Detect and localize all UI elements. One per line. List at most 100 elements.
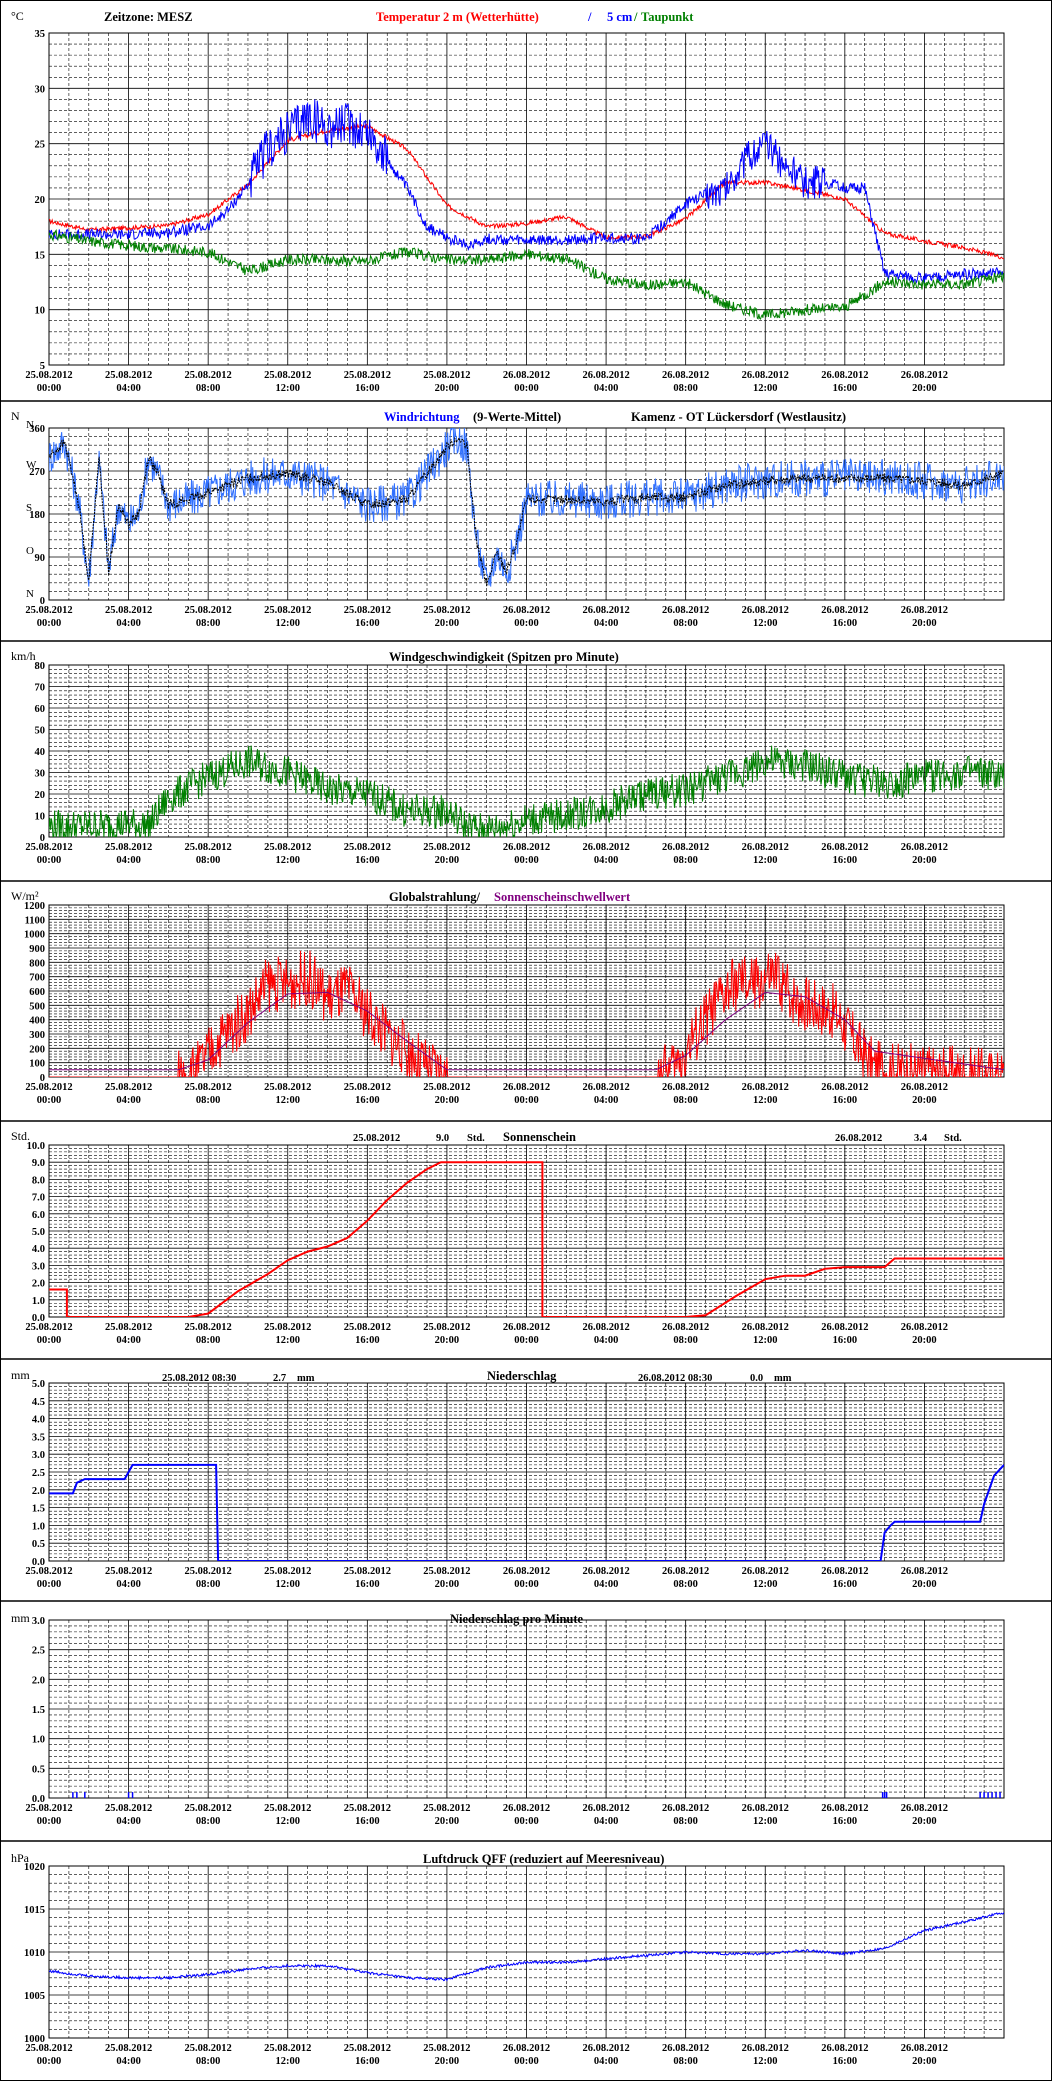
chart-annotation: 25.08.2012 08:30 xyxy=(162,1373,236,1384)
x-tick-date: 26.08.2012 xyxy=(901,1566,948,1577)
y-tick-label: 0.5 xyxy=(32,1764,45,1775)
y-tick-label: 1000 xyxy=(24,930,45,941)
series-line xyxy=(49,1161,1004,1317)
x-tick-date: 26.08.2012 xyxy=(742,2043,789,2054)
x-tick-date: 26.08.2012 xyxy=(742,1322,789,1333)
x-tick-time: 20:00 xyxy=(912,383,937,394)
x-tick-time: 00:00 xyxy=(37,618,62,629)
x-tick-time: 12:00 xyxy=(753,618,778,629)
compass-label: S xyxy=(26,502,32,514)
unit-label: hPa xyxy=(11,1851,30,1865)
y-tick-label: 800 xyxy=(29,958,45,969)
x-tick-date: 26.08.2012 xyxy=(901,1803,948,1814)
y-tick-label: 0.0 xyxy=(32,1313,45,1324)
x-tick-date: 25.08.2012 xyxy=(423,370,470,381)
x-tick-time: 00:00 xyxy=(514,1579,539,1590)
x-tick-date: 25.08.2012 xyxy=(25,605,72,616)
x-tick-time: 20:00 xyxy=(912,1095,937,1106)
x-tick-time: 08:00 xyxy=(196,1095,221,1106)
x-tick-date: 26.08.2012 xyxy=(582,605,629,616)
x-tick-date: 26.08.2012 xyxy=(503,1566,550,1577)
x-tick-time: 04:00 xyxy=(116,855,141,866)
x-tick-date: 26.08.2012 xyxy=(503,370,550,381)
series-line xyxy=(49,1911,1004,1982)
x-tick-time: 08:00 xyxy=(196,383,221,394)
x-tick-date: 25.08.2012 xyxy=(25,1082,72,1093)
y-tick-label: 500 xyxy=(29,1001,45,1012)
x-tick-time: 04:00 xyxy=(594,1579,619,1590)
x-tick-time: 08:00 xyxy=(673,1095,698,1106)
y-tick-label: 1005 xyxy=(24,1991,45,2002)
unit-label: Std. xyxy=(11,1129,30,1143)
y-tick-label: 1.0 xyxy=(32,1521,45,1532)
y-tick-label: 2.5 xyxy=(32,1646,45,1657)
x-tick-date: 26.08.2012 xyxy=(503,1082,550,1093)
x-tick-date: 26.08.2012 xyxy=(662,1803,709,1814)
x-tick-time: 04:00 xyxy=(594,618,619,629)
x-tick-time: 16:00 xyxy=(833,618,858,629)
x-tick-date: 25.08.2012 xyxy=(264,370,311,381)
x-tick-time: 12:00 xyxy=(276,1335,301,1346)
x-tick-date: 26.08.2012 xyxy=(662,1082,709,1093)
chart-title: Temperatur 2 m (Wetterhütte) xyxy=(376,10,539,24)
y-tick-label: 1015 xyxy=(24,1905,45,1916)
x-tick-time: 08:00 xyxy=(673,855,698,866)
y-tick-label: 0.5 xyxy=(32,1539,45,1550)
plot-frame xyxy=(48,1619,1005,1799)
y-tick-label: 50 xyxy=(35,726,46,737)
y-tick-label: 100 xyxy=(29,1059,45,1070)
x-tick-date: 25.08.2012 xyxy=(25,2043,72,2054)
chart-annotation: mm xyxy=(297,1373,315,1384)
x-tick-date: 25.08.2012 xyxy=(264,842,311,853)
x-tick-time: 08:00 xyxy=(673,1335,698,1346)
x-tick-date: 25.08.2012 xyxy=(344,1803,391,1814)
chart-precipitation_per_minute: 0.0 0.5 1.0 1.5 2.0 2.5 3.0mm Niederschlag pro … xyxy=(1,1611,1051,1842)
y-tick-label: 600 xyxy=(29,987,45,998)
x-tick-date: 26.08.2012 xyxy=(901,1082,948,1093)
unit-label: mm xyxy=(11,1368,30,1382)
chart-title: Zeitzone: MESZ xyxy=(104,10,193,24)
x-tick-date: 26.08.2012 xyxy=(582,1082,629,1093)
x-tick-date: 25.08.2012 xyxy=(423,1566,470,1577)
x-tick-time: 16:00 xyxy=(355,383,380,394)
chart-title: / xyxy=(633,10,638,24)
x-tick-date: 25.08.2012 xyxy=(423,1803,470,1814)
y-tick-label: 70 xyxy=(35,683,46,694)
y-tick-label: 7.0 xyxy=(32,1193,45,1204)
y-tick-label: 20 xyxy=(35,790,46,801)
x-tick-date: 26.08.2012 xyxy=(503,2043,550,2054)
chart-precipitation: 0.00.51.01.52.02.53.03.54.04.55.0mm Niede… xyxy=(1,1368,1051,1602)
chart-annotation: mm xyxy=(774,1373,792,1384)
x-tick-time: 16:00 xyxy=(833,1579,858,1590)
x-tick-time: 20:00 xyxy=(435,1335,460,1346)
y-tick-label: 1200 xyxy=(24,901,45,912)
x-tick-date: 25.08.2012 xyxy=(105,1082,152,1093)
x-tick-date: 26.08.2012 xyxy=(821,1322,868,1333)
x-tick-time: 12:00 xyxy=(753,1335,778,1346)
series-line xyxy=(49,428,1004,587)
chart-title: Windrichtung xyxy=(384,410,460,424)
x-tick-date: 26.08.2012 xyxy=(742,605,789,616)
x-tick-date: 25.08.2012 xyxy=(185,605,232,616)
compass-label: N xyxy=(26,419,34,431)
plot-frame xyxy=(48,32,1005,366)
x-tick-time: 08:00 xyxy=(196,855,221,866)
series-line xyxy=(49,99,1004,284)
x-tick-time: 00:00 xyxy=(514,1095,539,1106)
x-tick-date: 25.08.2012 xyxy=(25,1322,72,1333)
x-tick-date: 25.08.2012 xyxy=(105,370,152,381)
x-tick-time: 20:00 xyxy=(435,618,460,629)
x-tick-date: 26.08.2012 xyxy=(821,370,868,381)
x-tick-date: 25.08.2012 xyxy=(25,1803,72,1814)
chart-annotation: Std. xyxy=(944,1133,962,1144)
x-tick-date: 25.08.2012 xyxy=(344,842,391,853)
y-tick-label: 30 xyxy=(35,84,46,95)
y-tick-label: 60 xyxy=(35,704,46,715)
x-tick-time: 00:00 xyxy=(37,1816,62,1827)
chart-annotation: Std. xyxy=(467,1133,485,1144)
y-tick-label: 5.0 xyxy=(32,1379,45,1390)
y-tick-label: 0.0 xyxy=(32,1794,45,1805)
